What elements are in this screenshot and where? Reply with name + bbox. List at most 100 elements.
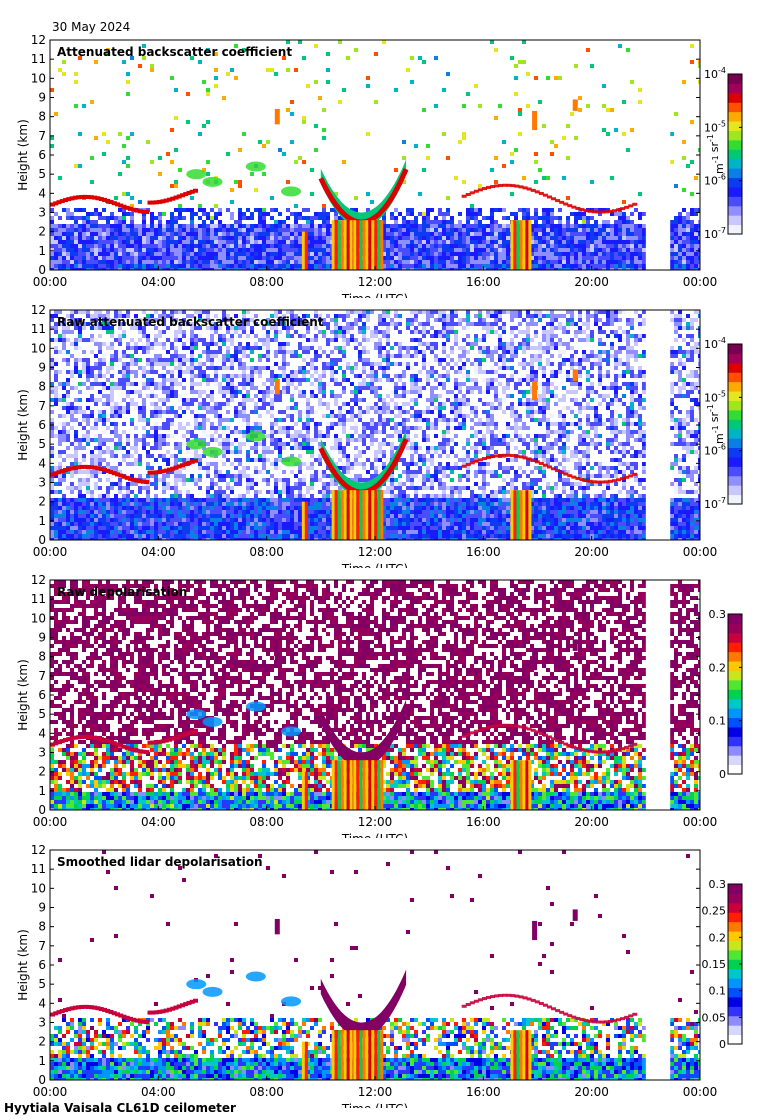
heatmap-cell <box>458 264 462 268</box>
heatmap-cell <box>378 330 382 334</box>
heatmap-cell <box>78 346 82 350</box>
heatmap-cell <box>562 260 566 264</box>
heatmap-cell <box>638 334 642 338</box>
heatmap-cell <box>150 342 154 346</box>
heatmap-cell <box>282 256 286 260</box>
heatmap-cell <box>366 382 370 386</box>
heatmap-cell <box>342 88 346 92</box>
heatmap-cell <box>242 354 246 358</box>
heatmap-cell <box>322 334 326 338</box>
heatmap-cell <box>342 330 346 334</box>
heatmap-cell <box>690 192 694 196</box>
heatmap-cell <box>574 228 578 232</box>
heatmap-cell <box>302 318 306 322</box>
heatmap-cell <box>126 374 130 378</box>
heatmap-cell <box>694 264 698 268</box>
heatmap-cell <box>626 382 630 386</box>
heatmap-cell <box>406 224 410 228</box>
heatmap-cell <box>242 326 246 330</box>
heatmap-cell <box>622 394 626 398</box>
heatmap-cell <box>462 382 466 386</box>
heatmap-cell <box>530 338 534 342</box>
heatmap-cell <box>614 366 618 370</box>
heatmap-cell <box>150 366 154 370</box>
heatmap-cell <box>322 394 326 398</box>
heatmap-cell <box>178 374 182 378</box>
heatmap-cell <box>686 350 690 354</box>
heatmap-cell <box>114 220 118 224</box>
heatmap-cell <box>62 402 66 406</box>
cloud-cell <box>534 190 540 194</box>
heatmap-cell <box>442 244 446 248</box>
heatmap-cell <box>490 378 494 382</box>
heatmap-cell <box>562 228 566 232</box>
heatmap-cell <box>622 374 626 378</box>
heatmap-cell <box>506 252 510 256</box>
heatmap-cell <box>106 236 110 240</box>
heatmap-cell <box>118 248 122 252</box>
heatmap-cell <box>174 148 178 152</box>
heatmap-cell <box>514 382 518 386</box>
heatmap-cell <box>218 224 222 228</box>
heatmap-cell <box>158 248 162 252</box>
heatmap-cell <box>490 236 494 240</box>
heatmap-cell <box>406 326 410 330</box>
heatmap-cell <box>462 374 466 378</box>
heatmap-cell <box>318 390 322 394</box>
heatmap-cell <box>278 322 282 326</box>
heatmap-cell <box>158 314 162 318</box>
heatmap-cell <box>474 338 478 342</box>
heatmap-cell <box>190 256 194 260</box>
heatmap-cell <box>430 256 434 260</box>
heatmap-cell <box>294 354 298 358</box>
heatmap-cell <box>126 402 130 406</box>
heatmap-cell <box>622 256 626 260</box>
heatmap-cell <box>222 252 226 256</box>
heatmap-cell <box>130 338 134 342</box>
heatmap-cell <box>130 358 134 362</box>
heatmap-cell <box>314 124 318 128</box>
shaft-stripe <box>510 220 514 270</box>
heatmap-cell <box>454 268 458 270</box>
heatmap-cell <box>546 386 550 390</box>
heatmap-cell <box>182 224 186 228</box>
heatmap-cell <box>154 318 158 322</box>
heatmap-cell <box>354 322 358 326</box>
no-data-gap <box>645 40 671 270</box>
heatmap-cell <box>250 216 254 220</box>
heatmap-cell <box>586 338 590 342</box>
heatmap-cell <box>186 322 190 326</box>
heatmap-cell <box>146 314 150 318</box>
heatmap-cell <box>150 228 154 232</box>
heatmap-cell <box>538 382 542 386</box>
heatmap-cell <box>534 228 538 232</box>
heatmap-cell <box>670 370 674 374</box>
heatmap-cell <box>526 390 530 394</box>
heatmap-cell <box>554 216 558 220</box>
heatmap-cell <box>698 256 700 260</box>
heatmap-cell <box>266 358 270 362</box>
heatmap-cell <box>250 358 254 362</box>
heatmap-cell <box>262 398 266 402</box>
heatmap-cell <box>90 256 94 260</box>
heatmap-cell <box>402 370 406 374</box>
heatmap-cell <box>250 264 254 268</box>
heatmap-cell <box>294 240 298 244</box>
heatmap-cell <box>202 244 206 248</box>
heatmap-cell <box>418 268 422 270</box>
heatmap-cell <box>490 208 494 212</box>
heatmap-cell <box>586 104 590 108</box>
heatmap-cell <box>118 208 122 212</box>
heatmap-cell <box>510 366 514 370</box>
heatmap-cell <box>126 136 130 140</box>
heatmap-cell <box>338 322 342 326</box>
precipitation-shaft <box>353 220 384 270</box>
heatmap-cell <box>486 390 490 394</box>
heatmap-cell <box>130 402 134 406</box>
heatmap-cell <box>626 268 630 270</box>
heatmap-cell <box>118 402 122 406</box>
heatmap-cell <box>258 390 262 394</box>
heatmap-cell <box>146 370 150 374</box>
heatmap-cell <box>506 394 510 398</box>
heatmap-cell <box>546 76 550 80</box>
